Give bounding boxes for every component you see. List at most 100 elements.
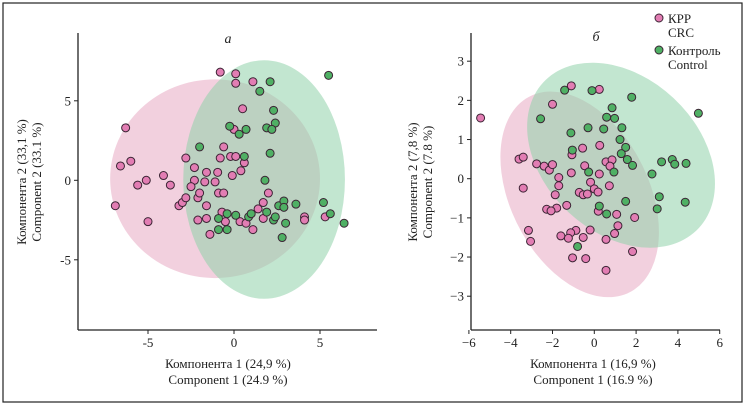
x-tick-label: 5 xyxy=(317,335,324,350)
control-point xyxy=(270,212,280,222)
crc-point xyxy=(215,153,225,163)
crc-point xyxy=(219,188,229,198)
crc-point xyxy=(133,180,143,190)
x-tick-label: 6 xyxy=(716,335,723,350)
control-point xyxy=(277,233,287,243)
crc-point xyxy=(263,188,273,198)
panel-b: −6 −4 −2 0 2 4 6 3 2 1 0 −1 −2 −3 б Компонента 1 (16,… xyxy=(405,30,723,387)
crc-point xyxy=(300,215,310,225)
crc-point xyxy=(566,81,576,91)
crc-point xyxy=(231,78,241,88)
y-tick-label: 0 xyxy=(65,173,72,188)
y-tick-label: -5 xyxy=(60,252,71,267)
crc-point xyxy=(594,84,604,94)
legend-crc-label-en: CRC xyxy=(668,25,694,40)
control-point xyxy=(602,209,612,219)
control-point xyxy=(616,149,626,159)
control-point xyxy=(214,213,224,223)
control-point xyxy=(269,105,279,115)
x-tick-label: −6 xyxy=(462,335,476,350)
crc-point xyxy=(518,183,528,193)
crc-point xyxy=(248,225,258,235)
control-point xyxy=(222,225,232,235)
crc-point xyxy=(231,151,241,161)
x-tick-label: -5 xyxy=(143,335,154,350)
control-point xyxy=(621,142,631,152)
control-point xyxy=(693,108,703,118)
crc-point xyxy=(189,163,199,173)
crc-point xyxy=(126,156,136,166)
control-point xyxy=(195,142,205,152)
control-point xyxy=(567,145,577,155)
crc-point xyxy=(205,229,215,239)
control-point xyxy=(647,169,657,179)
crc-point xyxy=(612,209,622,219)
crc-point xyxy=(186,182,196,192)
panel-a-title: а xyxy=(225,32,232,47)
crc-point xyxy=(210,177,220,187)
crc-point xyxy=(227,171,237,181)
control-point xyxy=(246,209,256,219)
control-point xyxy=(594,201,604,211)
control-point xyxy=(241,124,251,134)
crc-point xyxy=(610,229,620,239)
control-point xyxy=(622,155,632,165)
panel-b-ylabel-en: Component 2 (7.8 %) xyxy=(420,126,435,239)
crc-point xyxy=(110,201,120,211)
control-point xyxy=(318,198,328,208)
crc-point xyxy=(554,173,564,183)
control-point xyxy=(584,167,594,177)
control-point xyxy=(615,135,625,145)
control-point xyxy=(602,112,612,122)
crc-point xyxy=(556,231,566,241)
control-point xyxy=(291,199,301,209)
control-point xyxy=(239,151,249,161)
crc-point xyxy=(213,167,223,177)
crc-point xyxy=(601,265,611,275)
y-tick-label: 2 xyxy=(458,93,465,108)
legend-crc-marker xyxy=(654,13,664,23)
crc-point xyxy=(201,167,211,177)
x-tick-label: 0 xyxy=(591,335,598,350)
crc-point xyxy=(578,232,588,242)
panel-a-ticks: -5 0 5 5 0 -5 xyxy=(60,93,323,350)
crc-point xyxy=(200,177,210,187)
control-point xyxy=(609,167,619,177)
x-tick-label: −4 xyxy=(504,335,518,350)
crc-point xyxy=(562,200,572,210)
control-point xyxy=(621,196,631,206)
control-point xyxy=(583,123,593,133)
control-point xyxy=(265,77,275,87)
y-tick-label: 3 xyxy=(458,54,465,69)
legend-control-marker xyxy=(654,45,664,55)
panel-b-ticks: −6 −4 −2 0 2 4 6 3 2 1 0 −1 −2 −3 xyxy=(450,54,723,350)
control-point xyxy=(617,123,627,133)
y-tick-label: −3 xyxy=(450,289,464,304)
control-point xyxy=(279,202,289,212)
control-point xyxy=(560,85,570,95)
crc-point xyxy=(181,193,191,203)
crc-point xyxy=(594,169,604,179)
crc-point xyxy=(165,180,175,190)
crc-point xyxy=(238,104,248,114)
control-point xyxy=(670,159,680,169)
legend-control-label-en: Control xyxy=(668,57,708,72)
crc-point xyxy=(258,198,268,208)
crc-point xyxy=(215,67,225,77)
y-tick-label: 5 xyxy=(65,93,72,108)
crc-point xyxy=(580,161,590,171)
panel-b-ylabel-ru: Компонента 2 (7,8 %) xyxy=(405,122,420,241)
y-tick-label: −1 xyxy=(450,210,464,225)
crc-point xyxy=(585,225,595,235)
crc-point xyxy=(532,159,542,169)
panel-a-points xyxy=(110,67,349,243)
control-point xyxy=(607,103,617,113)
crc-point xyxy=(219,142,229,152)
crc-point xyxy=(595,140,605,150)
crc-point xyxy=(143,217,153,227)
control-point xyxy=(214,225,224,235)
crc-point xyxy=(563,233,573,243)
control-point xyxy=(654,192,664,202)
panel-a-xlabel-ru: Компонента 1 (24,9 %) xyxy=(165,356,291,371)
x-tick-label: 4 xyxy=(675,335,682,350)
